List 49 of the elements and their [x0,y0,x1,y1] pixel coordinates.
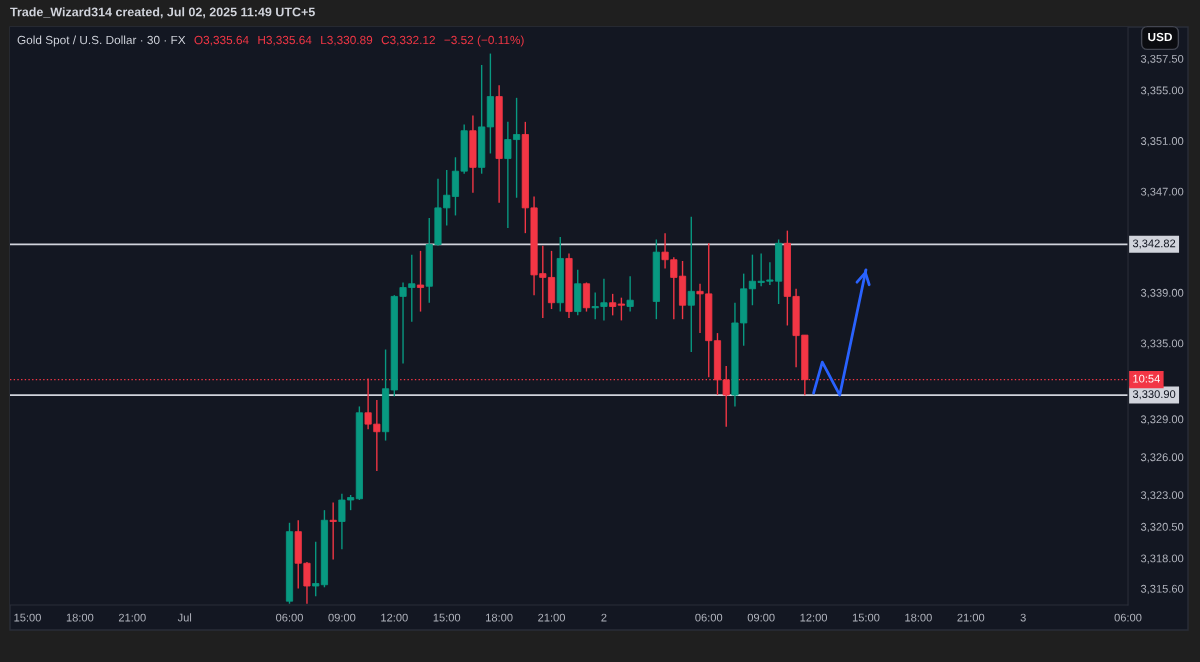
text: Gold Spot / U.S. Dollar · 30 · FX [17,35,186,47]
x-tick-label: Jul [177,613,192,622]
y-tick-label: 3,339.00 [1140,288,1184,299]
x-tick-label: 09:00 [328,613,356,622]
x-tick-label: 06:00 [276,613,303,622]
ref-line-label: 3,330.90 [1132,390,1176,400]
annotation: L3,330.89 [321,35,373,46]
x-tick-label: 21:00 [538,613,565,622]
y-tick-label: 3,347.00 [1140,187,1184,197]
x-tick-label: 18:00 [486,613,513,622]
x-tick-label: 21:00 [118,613,146,622]
annotation: H3,335.64 [258,35,312,46]
chart-title: Trade_Wizard314 created, Jul 02, 2025 11:49 UTC+5 [10,7,315,19]
candlestick [687,216,695,353]
candlestick [617,296,625,322]
candlestick [626,275,634,313]
y-tick-label: 3,326.00 [1140,453,1184,463]
annotation: C3,332.12 [381,35,435,46]
annotation: O3,335.64 [194,35,249,46]
x-tick-label: 15:00 [433,613,461,622]
y-axis-title: USD [1148,32,1172,42]
x-tick-label: 06:00 [1114,613,1142,622]
x-tick-label: 15:00 [852,613,880,622]
ref-line-label: 3,342.82 [1132,239,1176,249]
candlestick [416,250,425,313]
x-tick-label: 06:00 [695,613,723,622]
y-tick-label: 3,320.50 [1140,522,1184,533]
x-tick-label: 2 [601,613,607,622]
annotation: 10:54 [1133,374,1160,383]
y-tick-label: 3,357.50 [1140,54,1184,65]
x-tick-label: 15:00 [14,613,41,622]
candlestick [312,541,320,597]
y-tick-label: 3,329.00 [1140,415,1184,425]
x-tick-label: 18:00 [905,613,932,622]
y-tick-label: 3,315.60 [1140,584,1184,595]
y-tick-label: 3,318.00 [1140,554,1184,564]
candlestick [609,293,617,317]
y-tick-label: 3,351.00 [1140,137,1184,147]
x-tick-label: 18:00 [66,613,94,622]
annotation: −3.52 (−0.11%) [444,35,524,47]
y-tick-label: 3,335.00 [1140,339,1184,349]
y-tick-label: 3,323.00 [1140,491,1184,501]
candlestick [329,501,337,561]
x-tick-label: 21:00 [957,613,985,622]
x-tick-label: 12:00 [800,613,828,622]
x-tick-label: 3 [1020,613,1026,622]
x-tick-label: 12:00 [381,613,408,622]
x-tick-label: 09:00 [747,613,775,622]
y-tick-label: 3,355.00 [1140,86,1184,96]
